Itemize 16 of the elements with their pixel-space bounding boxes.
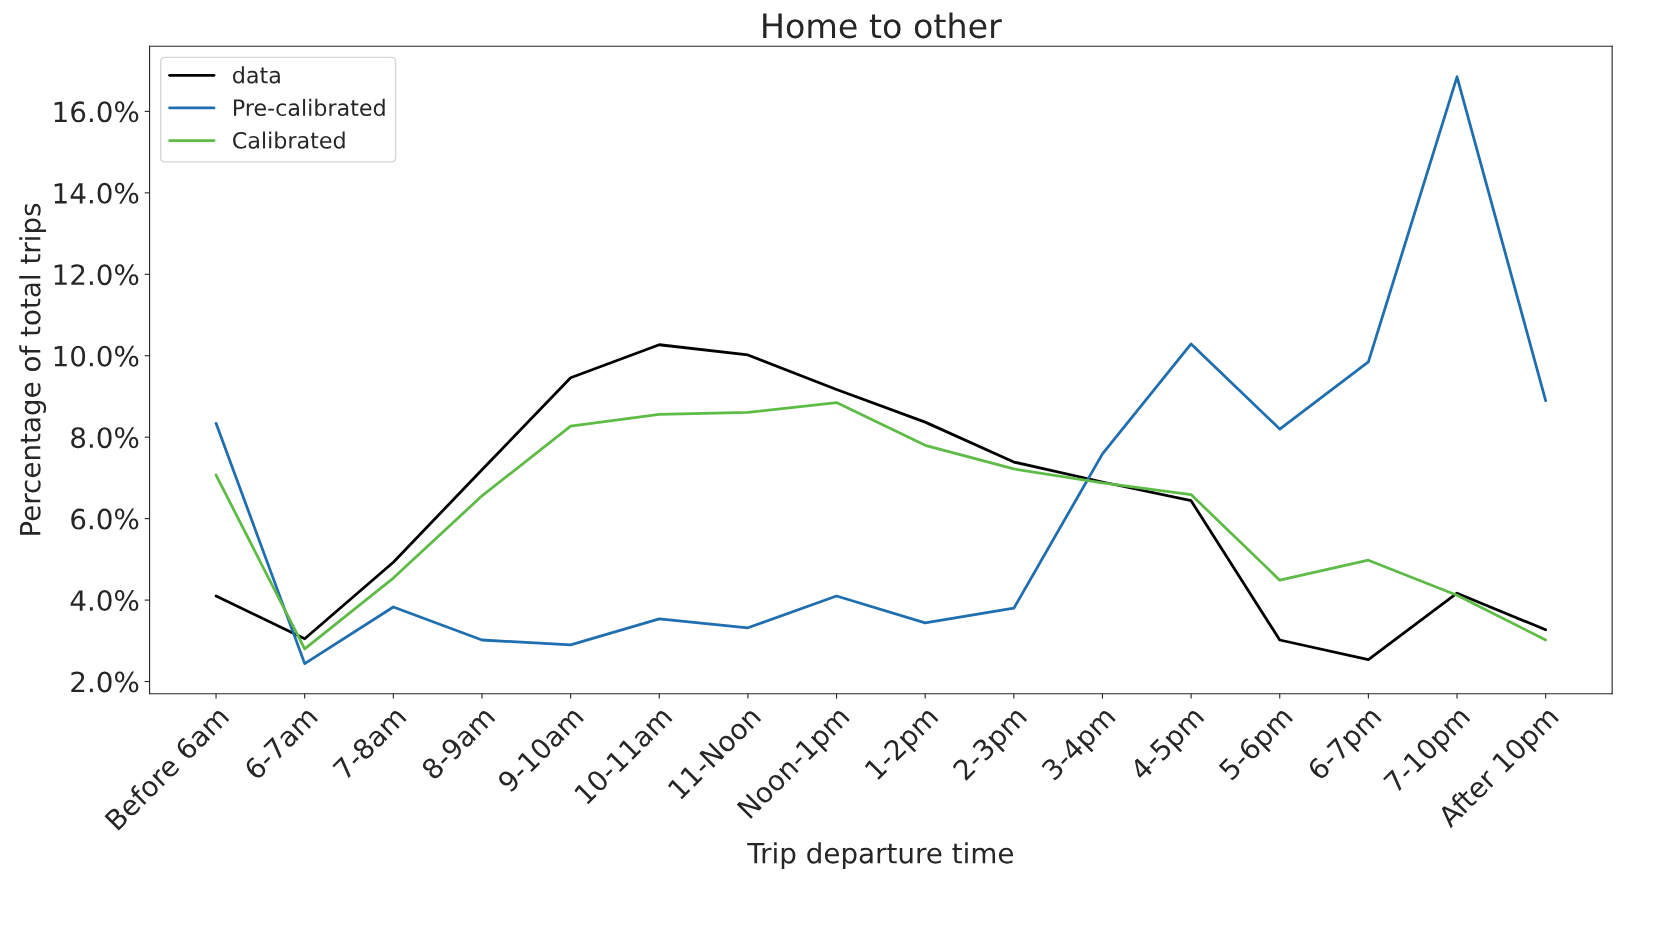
y-axis-title: Percentage of total trips [19,203,47,535]
line-series [214,343,1548,661]
chart-title: Home to other [763,12,1002,39]
y-tick-label: 10.0% [54,345,139,367]
y-tick-label: 8.0% [71,427,139,449]
y-tick-label: 14.0% [54,182,139,204]
legend-label: data [233,66,280,84]
legend-label: Calibrated [233,131,345,149]
legend-label: Pre-calibrated [233,98,385,117]
y-tick-label: 4.0% [70,590,139,612]
y-tick-label: 2.0% [71,671,139,693]
line-series [214,401,1548,651]
y-tick-label: 16.0% [54,101,139,123]
y-tick-label: 6.0% [71,508,139,530]
x-axis-title: Trip departure time [747,842,1013,870]
y-tick-label: 12.0% [54,264,139,286]
